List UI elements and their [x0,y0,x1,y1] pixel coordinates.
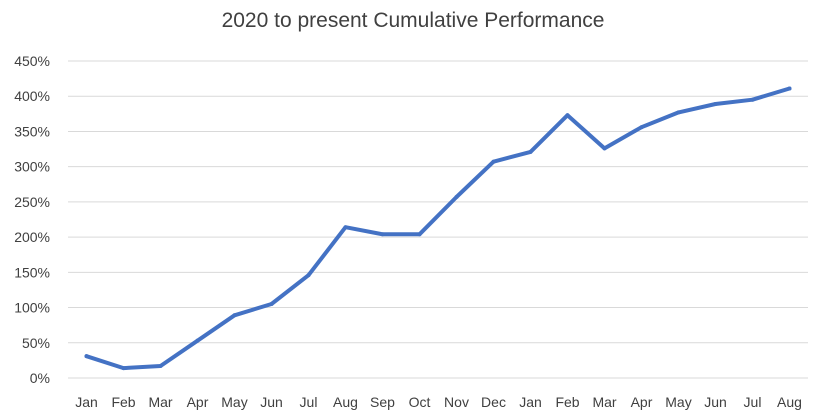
y-tick-label: 150% [14,264,50,280]
data-point [232,313,237,318]
x-tick-label: Apr [631,394,653,410]
data-point [565,113,570,118]
y-tick-label: 400% [14,88,50,104]
x-tick-label: Oct [409,394,431,410]
y-tick-label: 450% [14,53,50,69]
data-point [713,101,718,106]
y-tick-label: 300% [14,159,50,175]
x-tick-label: Aug [777,394,802,410]
x-tick-label: Jun [260,394,283,410]
y-tick-label: 100% [14,300,50,316]
y-tick-label: 50% [22,335,50,351]
data-point [84,354,89,359]
series-points [84,86,792,371]
x-tick-label: Mar [592,394,616,410]
x-tick-label: Nov [444,394,469,410]
x-tick-label: Aug [333,394,358,410]
data-point [750,97,755,102]
x-tick-label: Jan [519,394,542,410]
x-tick-label: Jul [300,394,318,410]
data-point [121,366,126,371]
x-tick-label: Jan [75,394,98,410]
x-tick-label: May [221,394,247,410]
y-axis-ticks: 0% 50% 100% 150% 200% 250% 300% 350% 400% 450% [14,53,50,386]
x-tick-label: Feb [111,394,135,410]
data-point [676,110,681,115]
x-tick-label: Sep [370,394,395,410]
data-point [158,364,163,369]
data-point [454,194,459,199]
data-point [528,149,533,154]
x-tick-label: Dec [481,394,506,410]
data-point [417,232,422,237]
x-axis-ticks: Jan Feb Mar Apr May Jun Jul Aug Sep Oct Nov Dec Jan F… [75,394,802,410]
x-tick-label: Jun [704,394,727,410]
data-point [343,225,348,230]
y-tick-label: 200% [14,229,50,245]
data-point [639,125,644,130]
data-point [602,146,607,151]
series-line [84,86,792,371]
data-point [195,338,200,343]
x-tick-label: Jul [744,394,762,410]
y-tick-label: 250% [14,194,50,210]
x-tick-label: Apr [187,394,209,410]
data-point [787,86,792,91]
data-point [306,273,311,278]
data-point [269,302,274,307]
x-tick-label: Mar [148,394,172,410]
data-point [380,232,385,237]
data-point [491,159,496,164]
x-tick-label: May [665,394,691,410]
y-tick-label: 350% [14,123,50,139]
y-tick-label: 0% [30,370,50,386]
chart-title: 2020 to present Cumulative Performance [222,9,605,32]
x-tick-label: Feb [555,394,579,410]
